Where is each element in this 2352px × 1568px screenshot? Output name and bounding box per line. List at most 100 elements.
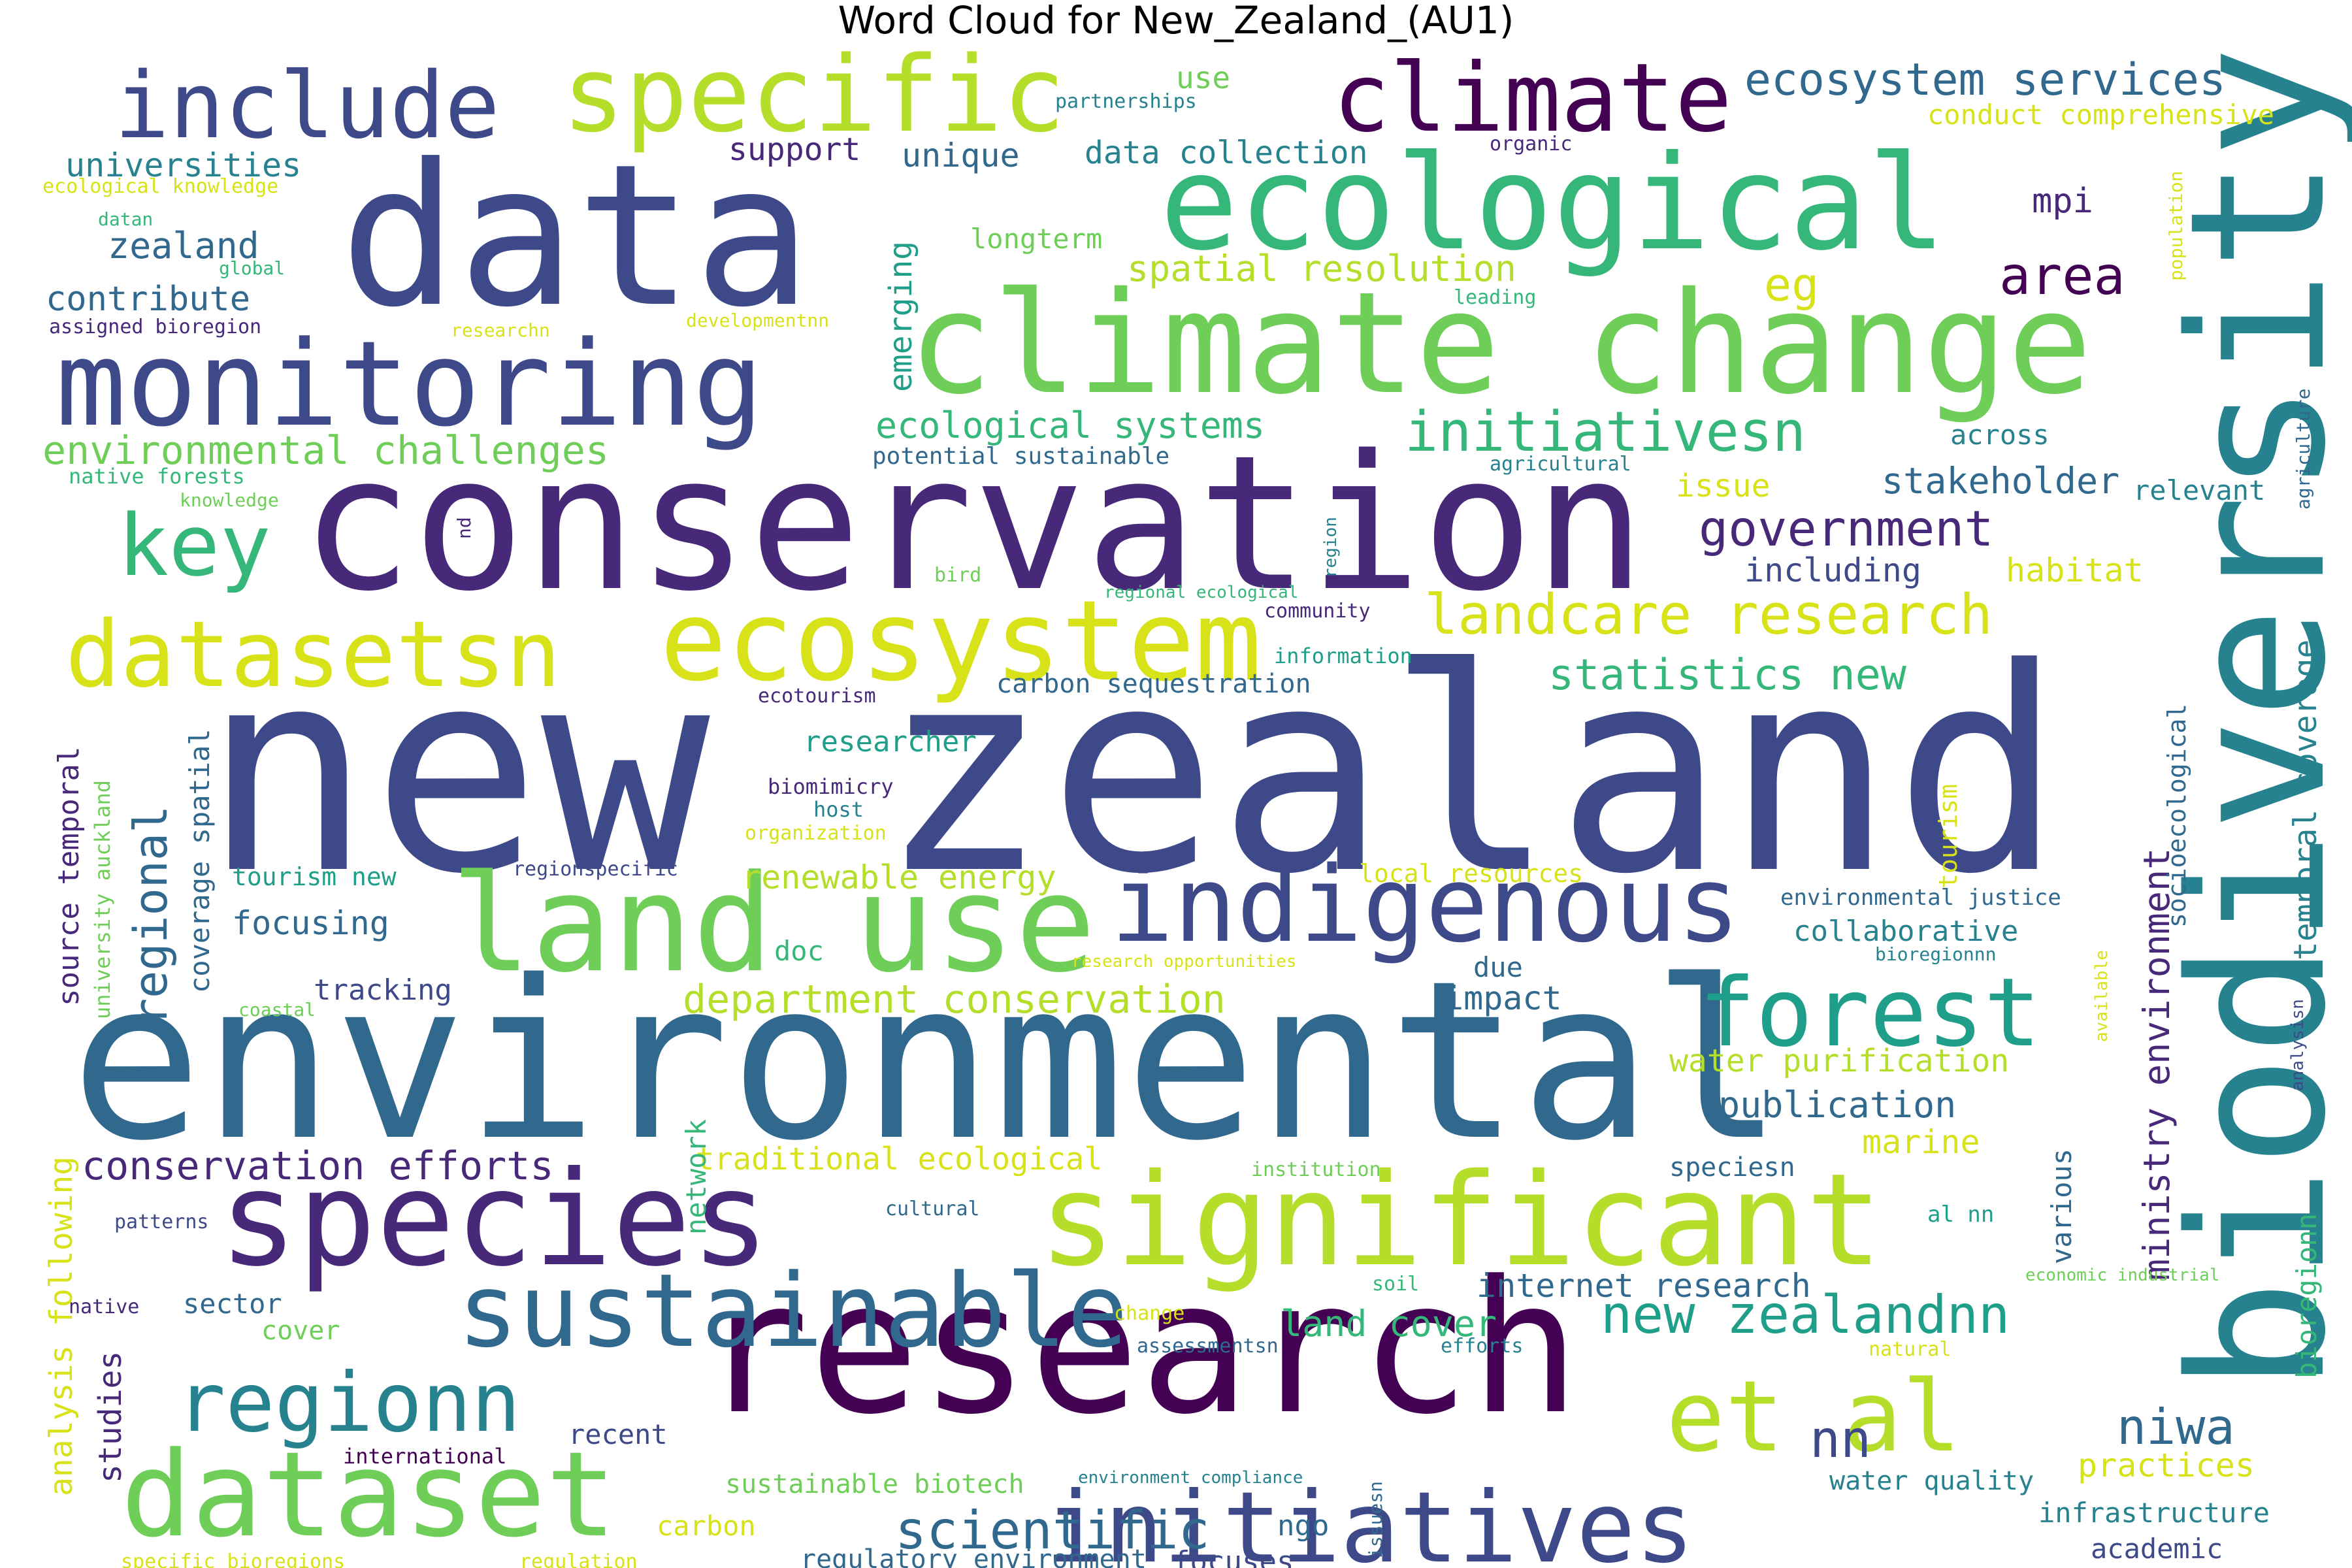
cloud-word: ecological [1160,127,1946,280]
cloud-word: publication [1718,1084,1956,1126]
cloud-word: conservation efforts [82,1143,553,1189]
cloud-word: datasetsn [65,602,561,708]
cloud-word: specific bioregions [121,1550,345,1568]
cloud-word: conservation [301,416,1646,632]
cloud-word: various [2046,1149,2078,1264]
cloud-word: regional ecological [1104,583,1298,602]
cloud-word: speciesn [1669,1152,1795,1183]
cloud-word: universities [65,146,301,184]
cloud-word: regionspecific [513,858,678,881]
cloud-word: coastal [238,999,316,1021]
cloud-word: soil [1372,1273,1419,1296]
cloud-word: recent [568,1418,668,1450]
cloud-word: patterns [114,1211,209,1233]
cloud-word: use [1176,60,1230,95]
cloud-word: institution [1251,1158,1381,1181]
cloud-word: relevant [2133,474,2265,506]
cloud-word: analysis following [43,1156,80,1496]
cloud-word: across [1950,419,2050,451]
cloud-word: international [343,1444,506,1469]
cloud-word: host [813,797,864,822]
cloud-word: research [699,1242,1580,1455]
cloud-word: agriculture [2293,389,2314,510]
cloud-word: university auckland [90,780,115,1019]
cloud-word: new zealand [203,609,2063,936]
cloud-word: datan [98,208,153,230]
cloud-word: focusing [232,904,389,942]
cloud-word: stakeholder [1882,460,2119,502]
cloud-word: population [2165,171,2187,281]
cloud-word: network [680,1119,712,1235]
cloud-word: longterm [970,223,1102,255]
cloud-word: sustainable [457,1252,1128,1370]
cloud-word: issue [1676,468,1771,504]
cloud-word: unique [902,137,1020,174]
cloud-word: habitat [2006,551,2144,589]
cloud-word: sector [183,1288,282,1320]
word-cloud-title: Word Cloud for New_Zealand_(AU1) [838,0,1514,42]
cloud-word: ecosystem services [1744,54,2226,106]
cloud-word: focuses [1173,1545,1294,1568]
cloud-word: data [340,122,811,350]
cloud-word: indigenous [1111,843,1740,966]
cloud-word: tracking [314,973,452,1007]
cloud-word: including [1744,551,1921,589]
cloud-word: initiativesn [1405,400,1806,465]
cloud-word: niwa [2117,1398,2235,1456]
cloud-word: climate change [908,261,2092,425]
cloud-word: regulation [519,1550,638,1568]
cloud-word: research opportunities [1071,952,1296,972]
cloud-word: analysisn [2288,999,2308,1091]
cloud-word: developmentnn [686,310,829,331]
cloud-word: new zealandnn [1601,1284,2010,1345]
cloud-word: bioregionnn [1875,943,1996,965]
cloud-word: traditional ecological [696,1141,1103,1177]
cloud-word: internet research [1477,1267,1811,1305]
cloud-word: landcare research [1424,583,1993,647]
cloud-word: practices [2078,1446,2255,1484]
cloud-word: source temporal [52,747,86,1006]
cloud-word: infrastructure [2038,1497,2270,1529]
cloud-word: knowledge [180,489,279,511]
cloud-word: leading [1454,286,1536,309]
cloud-word: doc [774,935,824,967]
cloud-word: dataset [121,1427,617,1563]
cloud-word: environmental challenges [42,428,609,474]
cloud-word: native [69,1296,139,1318]
cloud-word: monitoring [56,316,764,453]
cloud-word: ministry environment [2136,848,2178,1281]
cloud-word: community [1264,600,1371,623]
cloud-word: et al [1666,1360,1961,1474]
cloud-word: carbon sequestration [996,669,1311,699]
cloud-word: information [1274,644,1413,668]
cloud-word: region [1321,517,1341,578]
cloud-word: scientific [895,1500,1210,1561]
cloud-word: statistics new [1548,651,1907,700]
cloud-word: species [219,1143,770,1296]
cloud-word: forest [1699,958,2041,1068]
cloud-word: agricultural [1490,453,1631,476]
cloud-word: temporal coverage [2287,640,2324,960]
cloud-word: environmental justice [1780,885,2061,911]
cloud-word: efforts [1441,1335,1523,1358]
cloud-word: available [2092,950,2112,1042]
cloud-word: impact [1444,979,1562,1017]
cloud-word: conduct comprehensive [1927,99,2274,131]
cloud-word: due [1473,951,1523,983]
cloud-word: regional [124,806,178,1026]
cloud-word: al nn [1927,1201,1994,1228]
cloud-word: ecotourism [758,685,876,708]
cloud-word: organization [745,822,887,845]
cloud-word: biodiversity [2150,46,2352,1392]
cloud-word: nn [1810,1411,1871,1469]
cloud-word: specific [562,33,1066,155]
cloud-word: global [219,257,285,279]
cloud-word: economic industrial [2025,1266,2219,1285]
cloud-word: spatial resolution [1127,248,1516,289]
cloud-word: emerging [883,241,919,392]
cloud-word: ecological systems [875,404,1265,446]
cloud-word: ecological knowledge [42,175,278,198]
cloud-word: eg [1764,258,1819,312]
cloud-word: researcher [804,725,977,759]
cloud-word: biomimicry [768,774,894,799]
